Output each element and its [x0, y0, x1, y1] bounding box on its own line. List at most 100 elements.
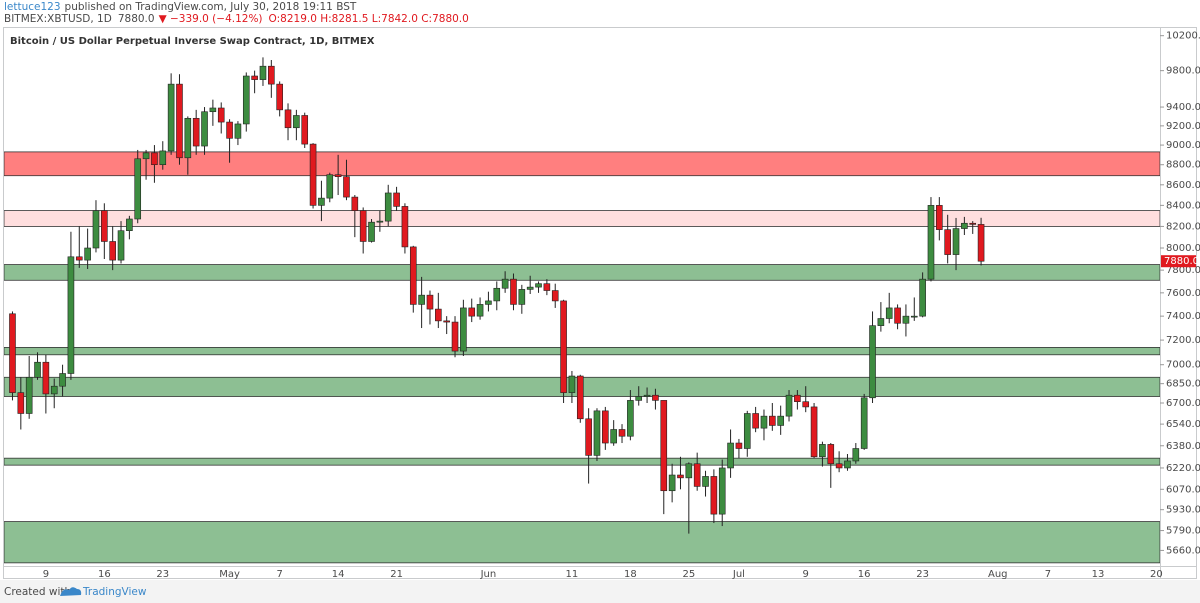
- y-tick-label: 9800.0: [1166, 66, 1200, 77]
- candle-body: [468, 307, 476, 317]
- y-tick-label: 8800.0: [1166, 160, 1200, 171]
- candle-body: [75, 256, 83, 261]
- y-tick-label: 6850.0: [1166, 379, 1200, 390]
- candle-body: [67, 256, 75, 374]
- candle-body: [25, 376, 33, 414]
- last-price-label: 7880.0: [1164, 256, 1199, 267]
- x-tick-label: 23: [916, 569, 929, 580]
- y-tick-label: 7400.0: [1166, 311, 1200, 322]
- candle-body: [602, 410, 609, 444]
- candle-body: [409, 246, 417, 305]
- published: published on TradingView.com, July 30, 2…: [65, 1, 357, 13]
- candle-body: [919, 278, 926, 317]
- author[interactable]: lettuce123: [4, 1, 61, 13]
- candle-body: [785, 394, 793, 417]
- x-tick-label: 20: [1150, 569, 1163, 580]
- candle-body: [451, 321, 459, 352]
- candle-body: [159, 150, 167, 166]
- candle-body: [526, 286, 534, 290]
- candle-body: [167, 83, 175, 152]
- candle-body: [217, 107, 225, 123]
- candle-body: [844, 460, 851, 469]
- candle-body: [627, 400, 634, 437]
- candle-body: [384, 192, 392, 222]
- candle-body: [877, 318, 885, 326]
- candle-body: [109, 241, 116, 261]
- candle-body: [727, 442, 734, 469]
- candle-body: [84, 247, 91, 261]
- candle-body: [485, 300, 492, 305]
- candle-body: [852, 448, 860, 462]
- zone: [4, 347, 1160, 356]
- header-line: lettuce123 published on TradingView.com, …: [4, 1, 357, 13]
- x-tick-label: Jul: [732, 569, 745, 580]
- candle-body: [777, 415, 784, 426]
- candle-body: [910, 315, 918, 318]
- y-tick-label: 5790.0: [1166, 526, 1200, 537]
- candle-body: [961, 222, 968, 229]
- candle-body: [794, 394, 801, 402]
- x-tick-label: 14: [332, 569, 345, 580]
- y-tick-label: 7000.0: [1166, 360, 1200, 371]
- candle-body: [92, 210, 100, 249]
- candle-body: [752, 413, 759, 429]
- y-tick-label: 8000.0: [1166, 243, 1200, 254]
- candle-body: [769, 415, 776, 426]
- candle-body: [551, 290, 559, 302]
- candle-body: [593, 410, 601, 456]
- candle-body: [293, 115, 300, 129]
- x-tick-label: 21: [390, 569, 403, 580]
- price: 7880.0: [118, 13, 155, 25]
- candle-body: [618, 429, 626, 437]
- candle-body: [259, 65, 267, 80]
- candle-body: [251, 75, 258, 80]
- candle-body: [693, 463, 701, 487]
- candle-body: [17, 392, 25, 414]
- y-tick-label: 5930.0: [1166, 505, 1200, 516]
- candle-body: [126, 218, 133, 232]
- zone: [4, 151, 1160, 177]
- y-tick-label: 10200.0: [1166, 31, 1200, 42]
- y-tick-label: 9400.0: [1166, 102, 1200, 113]
- y-tick-label: 7200.0: [1166, 335, 1200, 346]
- y-tick-label: 6070.0: [1166, 484, 1200, 495]
- candle-body: [819, 444, 826, 458]
- x-tick-label: Aug: [988, 569, 1008, 580]
- y-tick-label: 6220.0: [1166, 463, 1200, 474]
- candle-body: [685, 463, 693, 479]
- candle-body: [894, 307, 901, 324]
- last-price-tag: [1161, 255, 1196, 268]
- candle-body: [42, 361, 50, 395]
- candle-body: [209, 107, 217, 113]
- y-tick-label: 6540.0: [1166, 419, 1200, 430]
- symbol: BITMEX:XBTUSD, 1D: [4, 13, 112, 25]
- candle-body: [276, 83, 283, 111]
- candle-body: [59, 373, 66, 387]
- candle-body: [184, 117, 192, 159]
- candle-body: [902, 315, 910, 324]
- candle-body: [810, 406, 818, 458]
- x-tick-label: 23: [156, 569, 169, 580]
- candle-body: [284, 109, 292, 129]
- candle-body: [710, 476, 718, 515]
- candle-body: [668, 474, 676, 492]
- candle-body: [944, 229, 951, 255]
- x-tick-label: 18: [624, 569, 637, 580]
- symbol-line: BITMEX:XBTUSD, 1D 7880.0 ▼ −339.0 (−4.12%)…: [4, 13, 469, 25]
- candle-body: [334, 174, 342, 178]
- footer-logo: [60, 587, 82, 596]
- change: ▼ −339.0 (−4.12%): [159, 13, 263, 25]
- candle-body: [977, 224, 985, 262]
- candle-body: [610, 429, 617, 444]
- candle-body: [401, 206, 409, 248]
- x-tick-label: 13: [1092, 569, 1105, 580]
- footer-brand[interactable]: TradingView: [82, 586, 147, 598]
- candle-body: [318, 197, 325, 206]
- candle-body: [677, 474, 684, 479]
- candle-body: [869, 325, 876, 399]
- x-tick-label: 9: [803, 569, 809, 580]
- candle-body: [326, 174, 334, 199]
- candle-body: [576, 375, 584, 420]
- y-tick-label: 8200.0: [1166, 221, 1200, 232]
